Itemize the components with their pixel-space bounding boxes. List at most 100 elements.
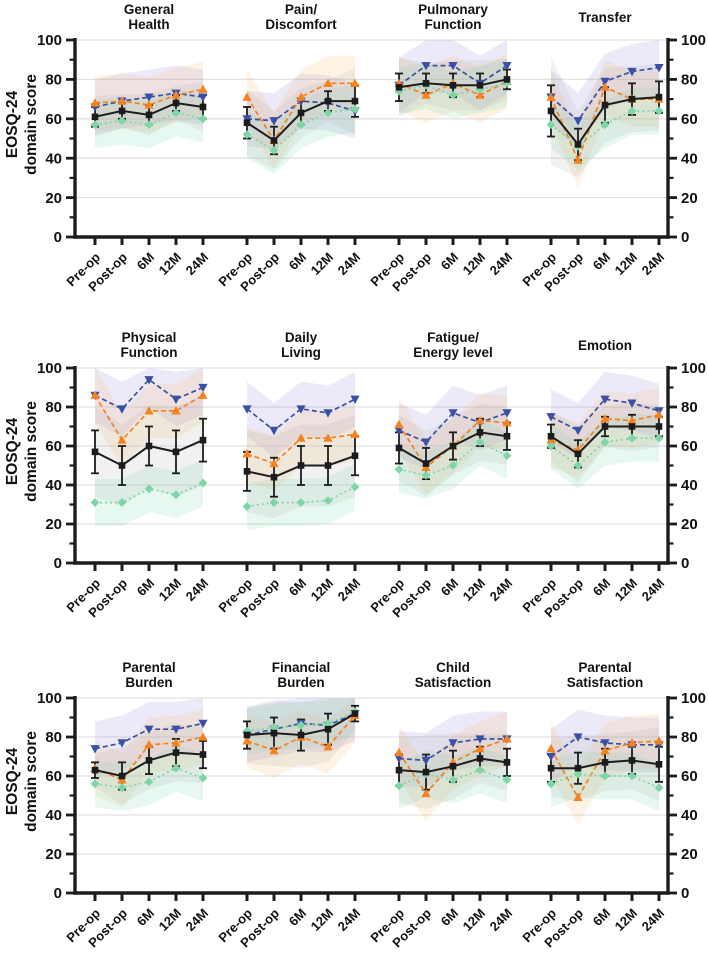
svg-text:Emotion: Emotion bbox=[578, 338, 632, 353]
green-diamonds-line bbox=[246, 710, 356, 732]
svg-text:EOSQ-24: EOSQ-24 bbox=[4, 748, 21, 816]
blue-triangles-markers bbox=[90, 719, 208, 754]
x-tick-label: 24M bbox=[487, 576, 515, 604]
orange-triangles-line bbox=[94, 88, 204, 106]
x-tick-label: 6M bbox=[286, 250, 309, 273]
svg-text:Child: Child bbox=[436, 660, 470, 675]
green-diamonds-line bbox=[246, 486, 356, 508]
black-squares-markers bbox=[547, 93, 663, 148]
green-diamonds-markers bbox=[546, 433, 664, 470]
y-axis-title: EOSQ-24 domain score bbox=[4, 731, 40, 832]
svg-text:Health: Health bbox=[128, 17, 169, 32]
x-tick-label: 12M bbox=[612, 576, 640, 604]
x-tick-label: 12M bbox=[308, 906, 336, 934]
x-tick-label: 12M bbox=[460, 250, 488, 278]
green-diamonds-markers bbox=[546, 769, 664, 793]
row-3-axes bbox=[75, 697, 668, 855]
y-tick-label-right: 100 bbox=[681, 690, 706, 707]
y-tick-label-left: 60 bbox=[45, 111, 62, 128]
x-tick-label: 24M bbox=[183, 250, 211, 278]
y-tick-label-left: 40 bbox=[45, 477, 62, 494]
panel-title: Transfer bbox=[578, 10, 632, 25]
black-squares-markers bbox=[91, 99, 207, 121]
y-tick-label-right: 100 bbox=[681, 360, 706, 377]
x-tick-label: 12M bbox=[612, 250, 640, 278]
y-tick-label-left: 80 bbox=[45, 399, 62, 416]
y-tick-label-left: 0 bbox=[54, 555, 62, 572]
y-tick-label-left: 80 bbox=[45, 729, 62, 746]
svg-text:Parental: Parental bbox=[122, 660, 175, 675]
y-tick-label-right: 0 bbox=[681, 885, 689, 902]
blue-triangles-markers bbox=[242, 395, 360, 436]
y-tick-label-right: 100 bbox=[681, 32, 706, 49]
svg-text:Discomfort: Discomfort bbox=[265, 17, 337, 32]
black-squares-markers bbox=[91, 749, 207, 780]
x-tick-label: 6M bbox=[438, 906, 461, 929]
x-tick-label: 12M bbox=[156, 906, 184, 934]
svg-text:domain score: domain score bbox=[23, 401, 40, 502]
blue-triangles-line bbox=[94, 92, 204, 108]
x-tick-label: 24M bbox=[183, 906, 211, 934]
x-tick-label: 6M bbox=[134, 906, 157, 929]
panel-title: Emotion bbox=[578, 338, 632, 353]
x-tick-label: 24M bbox=[487, 906, 515, 934]
y-tick-label-left: 20 bbox=[45, 516, 62, 533]
svg-text:Physical: Physical bbox=[122, 330, 177, 345]
x-tick-label: 12M bbox=[612, 906, 640, 934]
svg-text:Pain/: Pain/ bbox=[285, 2, 318, 17]
y-tick-label-right: 80 bbox=[681, 729, 698, 746]
black-squares-markers bbox=[547, 757, 663, 772]
y-tick-label-right: 60 bbox=[681, 438, 698, 455]
x-tick-label: 6M bbox=[590, 576, 613, 599]
x-tick-label: 12M bbox=[308, 576, 336, 604]
svg-text:General: General bbox=[124, 2, 174, 17]
green-diamonds-markers bbox=[546, 106, 664, 151]
y-tick-label-left: 100 bbox=[37, 32, 62, 49]
blue-triangles-line bbox=[246, 398, 356, 432]
y-tick-label-right: 0 bbox=[681, 555, 689, 572]
blue-triangles-line bbox=[550, 398, 660, 432]
black-squares-markers bbox=[395, 76, 511, 91]
green-diamonds-markers bbox=[242, 104, 360, 155]
orange-triangles-line bbox=[398, 419, 508, 469]
orange-triangles-line bbox=[550, 413, 660, 451]
x-tick-label: 24M bbox=[487, 250, 515, 278]
x-tick-label: 12M bbox=[460, 576, 488, 604]
black-squares-markers bbox=[395, 429, 511, 467]
x-tick-label: 12M bbox=[460, 906, 488, 934]
x-tick-label: 6M bbox=[286, 576, 309, 599]
svg-text:EOSQ-24: EOSQ-24 bbox=[4, 418, 21, 486]
y-tick-label-left: 0 bbox=[54, 229, 62, 246]
black-squares-markers bbox=[91, 436, 207, 469]
row-2-axes bbox=[75, 367, 668, 525]
y-tick-label-left: 40 bbox=[45, 150, 62, 167]
y-tick-label-right: 20 bbox=[681, 190, 698, 207]
green-diamonds-line bbox=[398, 769, 508, 787]
orange-triangles-markers bbox=[90, 390, 208, 444]
y-tick-label-left: 0 bbox=[54, 885, 62, 902]
green-diamonds-markers bbox=[90, 108, 208, 130]
y-axis-title: EOSQ-24 domain score bbox=[4, 401, 40, 502]
svg-text:Satisfaction: Satisfaction bbox=[567, 675, 644, 690]
x-tick-label: 24M bbox=[639, 576, 667, 604]
x-tick-label: 6M bbox=[286, 906, 309, 929]
svg-text:Financial: Financial bbox=[272, 660, 331, 675]
y-tick-label-right: 80 bbox=[681, 399, 698, 416]
black-squares-markers bbox=[243, 710, 359, 739]
y-tick-label-left: 100 bbox=[37, 360, 62, 377]
orange-triangles-markers bbox=[242, 429, 360, 468]
panel-title: Pain/Discomfort bbox=[265, 2, 337, 32]
x-tick-label: 24M bbox=[639, 250, 667, 278]
orange-triangles-markers bbox=[546, 736, 664, 802]
svg-text:EOSQ-24: EOSQ-24 bbox=[4, 91, 21, 159]
y-tick-label-left: 60 bbox=[45, 438, 62, 455]
